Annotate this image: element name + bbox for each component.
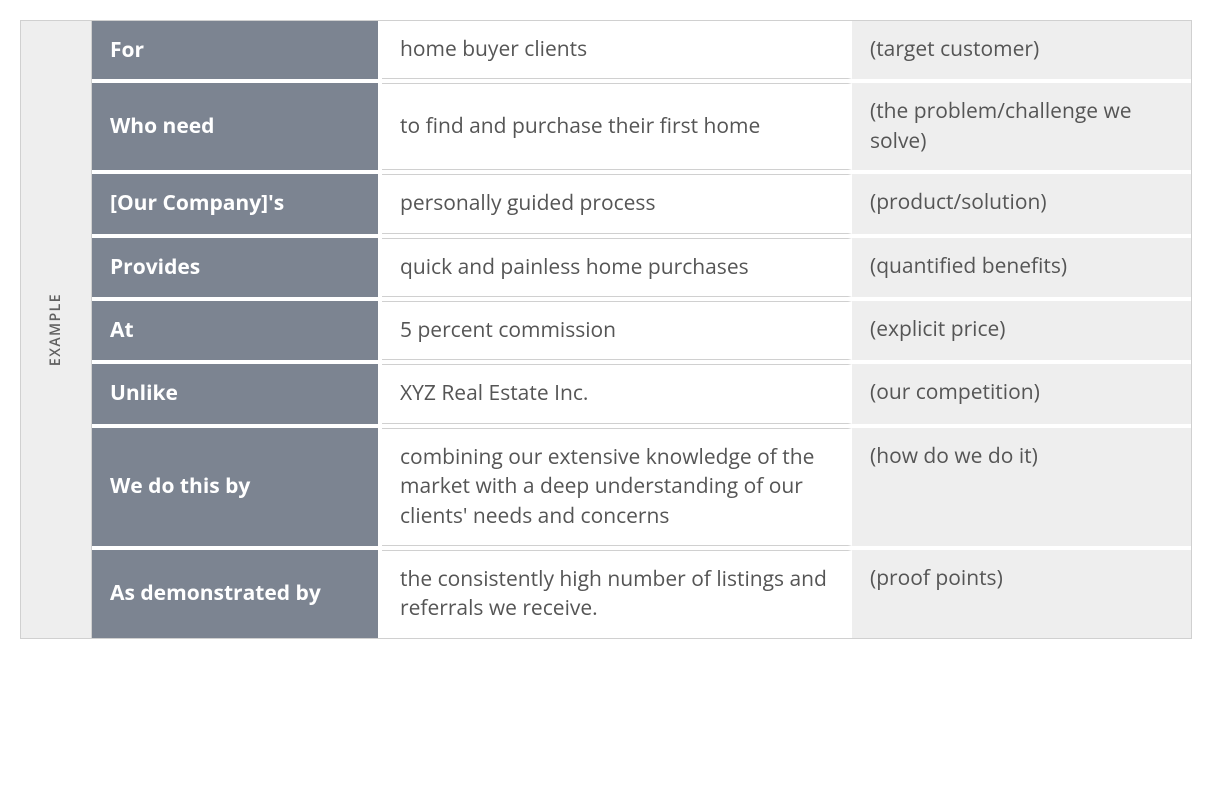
table-row: Unlike XYZ Real Estate Inc. (our competi… — [92, 364, 1191, 427]
row-note: (how do we do it) — [852, 428, 1191, 546]
row-value: XYZ Real Estate Inc. — [382, 364, 852, 423]
row-label: We do this by — [92, 428, 382, 546]
table-grid: For home buyer clients (target customer)… — [92, 21, 1191, 638]
row-label: At — [92, 301, 382, 360]
row-value: to find and purchase their first home — [382, 83, 852, 170]
row-note: (target customer) — [852, 21, 1191, 79]
row-value: home buyer clients — [382, 21, 852, 79]
row-value: quick and painless home purchases — [382, 238, 852, 297]
table-row: We do this by combining our extensive kn… — [92, 428, 1191, 550]
row-note: (our competition) — [852, 364, 1191, 423]
row-note: (product/solution) — [852, 174, 1191, 233]
table-row: Who need to find and purchase their firs… — [92, 83, 1191, 174]
row-note: (explicit price) — [852, 301, 1191, 360]
row-value: personally guided process — [382, 174, 852, 233]
row-note: (the problem/challenge we solve) — [852, 83, 1191, 170]
table-row: Provides quick and painless home purchas… — [92, 238, 1191, 301]
side-label: EXAMPLE — [47, 293, 66, 366]
row-label: Provides — [92, 238, 382, 297]
row-label: [Our Company]'s — [92, 174, 382, 233]
row-label: Who need — [92, 83, 382, 170]
row-value: combining our extensive knowledge of the… — [382, 428, 852, 546]
row-label: As demonstrated by — [92, 550, 382, 638]
row-label: Unlike — [92, 364, 382, 423]
table-row: [Our Company]'s personally guided proces… — [92, 174, 1191, 237]
side-label-container: EXAMPLE — [21, 21, 92, 638]
row-note: (quantified benefits) — [852, 238, 1191, 297]
table-row: At 5 percent commission (explicit price) — [92, 301, 1191, 364]
row-label: For — [92, 21, 382, 79]
row-value: the consistently high number of listings… — [382, 550, 852, 638]
row-value: 5 percent commission — [382, 301, 852, 360]
example-table: EXAMPLE For home buyer clients (target c… — [20, 20, 1192, 639]
table-row: For home buyer clients (target customer) — [92, 21, 1191, 83]
row-note: (proof points) — [852, 550, 1191, 638]
table-row: As demonstrated by the consistently high… — [92, 550, 1191, 638]
